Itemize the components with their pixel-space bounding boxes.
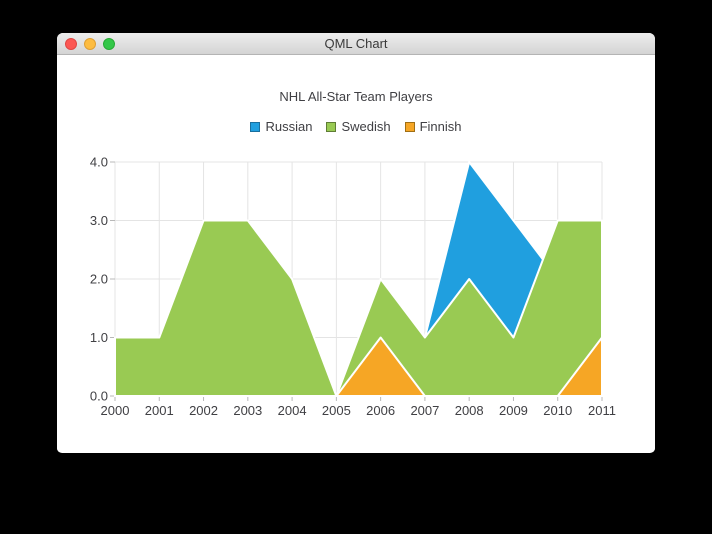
legend-item-russian[interactable]: Russian (250, 119, 312, 134)
x-axis-label: 2003 (233, 403, 262, 418)
x-axis-label: 2009 (499, 403, 528, 418)
window-titlebar[interactable]: QML Chart (57, 33, 655, 55)
legend-item-finnish[interactable]: Finnish (404, 119, 462, 134)
x-axis-label: 2001 (145, 403, 174, 418)
x-axis-label: 2006 (366, 403, 395, 418)
x-axis-label: 2010 (543, 403, 572, 418)
legend-marker-icon (326, 121, 337, 132)
area-series-finnish (114, 336, 603, 397)
chart-view: 0.0 1.0 2.0 3.0 4.0 2000 2001 2002 2003 2004 2005 2… (57, 55, 655, 452)
zoom-button[interactable] (103, 38, 115, 50)
window-title: QML Chart (324, 36, 388, 51)
area-chart-plot: 0.0 1.0 2.0 3.0 4.0 2000 2001 2002 2003 2004 2005 2… (90, 155, 616, 419)
legend-label: Finnish (419, 119, 462, 134)
traffic-lights (65, 38, 115, 50)
x-axis-label: 2000 (101, 403, 130, 418)
x-axis-label: 2008 (455, 403, 484, 418)
legend-marker-icon (250, 121, 261, 132)
x-axis-label: 2005 (322, 403, 351, 418)
x-axis-label: 2002 (189, 403, 218, 418)
x-axis-label: 2007 (410, 403, 439, 418)
legend-item-swedish[interactable]: Swedish (326, 119, 391, 134)
x-axis-label: 2011 (588, 403, 616, 418)
y-axis-label: 0.0 (90, 389, 108, 404)
legend-label: Russian (265, 119, 313, 134)
legend-label: Swedish (341, 119, 391, 134)
minimize-button[interactable] (84, 38, 96, 50)
close-button[interactable] (65, 38, 77, 50)
x-axis-label: 2004 (278, 403, 307, 418)
macos-window: QML Chart 0.0 1.0 2.0 3.0 4.0 2000 2001 2002 200… (57, 33, 655, 453)
y-axis-label: 4.0 (90, 155, 108, 170)
y-axis-label: 1.0 (90, 330, 108, 345)
y-axis-label: 2.0 (90, 272, 108, 287)
legend-marker-icon (404, 121, 415, 132)
chart-title: NHL All-Star Team Players (279, 89, 433, 104)
y-axis-label: 3.0 (90, 213, 108, 228)
chart-legend: Russian Swedish Finnish (57, 119, 655, 134)
